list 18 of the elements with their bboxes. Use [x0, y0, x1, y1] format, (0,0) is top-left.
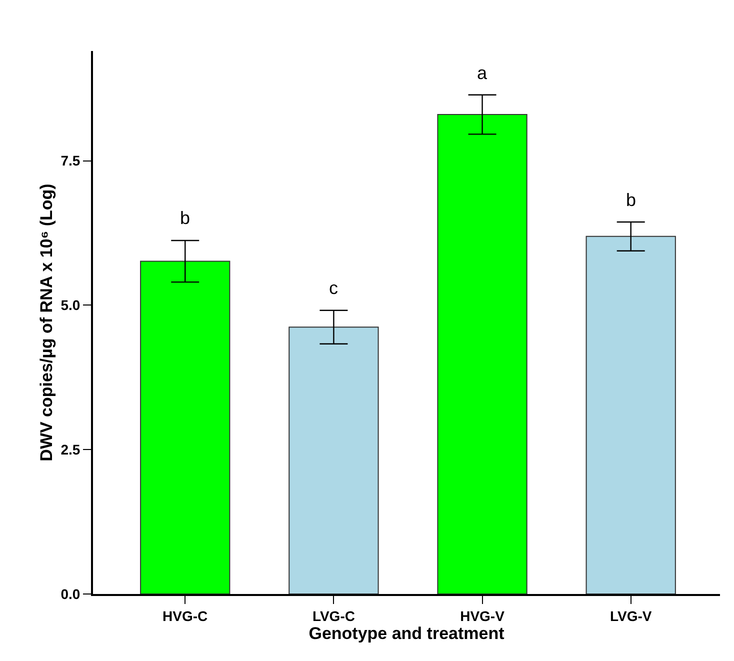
y-axis-title: DWV copies/µg of RNA x 10⁶ (Log)	[36, 184, 56, 462]
bar	[140, 260, 230, 594]
annotation: b	[180, 208, 190, 228]
annotation: c	[329, 278, 338, 298]
y-tick-label: 5.0	[60, 297, 80, 314]
y-tick-label: 2.5	[60, 441, 80, 458]
y-tick-label: 0.0	[60, 586, 80, 602]
x-tick-label: HVG-C	[162, 608, 208, 624]
x-tick-label: LVG-C	[312, 608, 355, 624]
annotation: b	[626, 190, 636, 210]
x-tick-label: HVG-V	[460, 608, 506, 624]
annotation: a	[477, 63, 488, 83]
bar	[586, 236, 676, 594]
x-axis-title: Genotype and treatment	[308, 624, 505, 643]
x-tick-label: LVG-V	[610, 608, 652, 624]
bar	[437, 114, 528, 594]
bar	[288, 326, 379, 594]
y-tick-label: 7.5	[60, 152, 80, 169]
